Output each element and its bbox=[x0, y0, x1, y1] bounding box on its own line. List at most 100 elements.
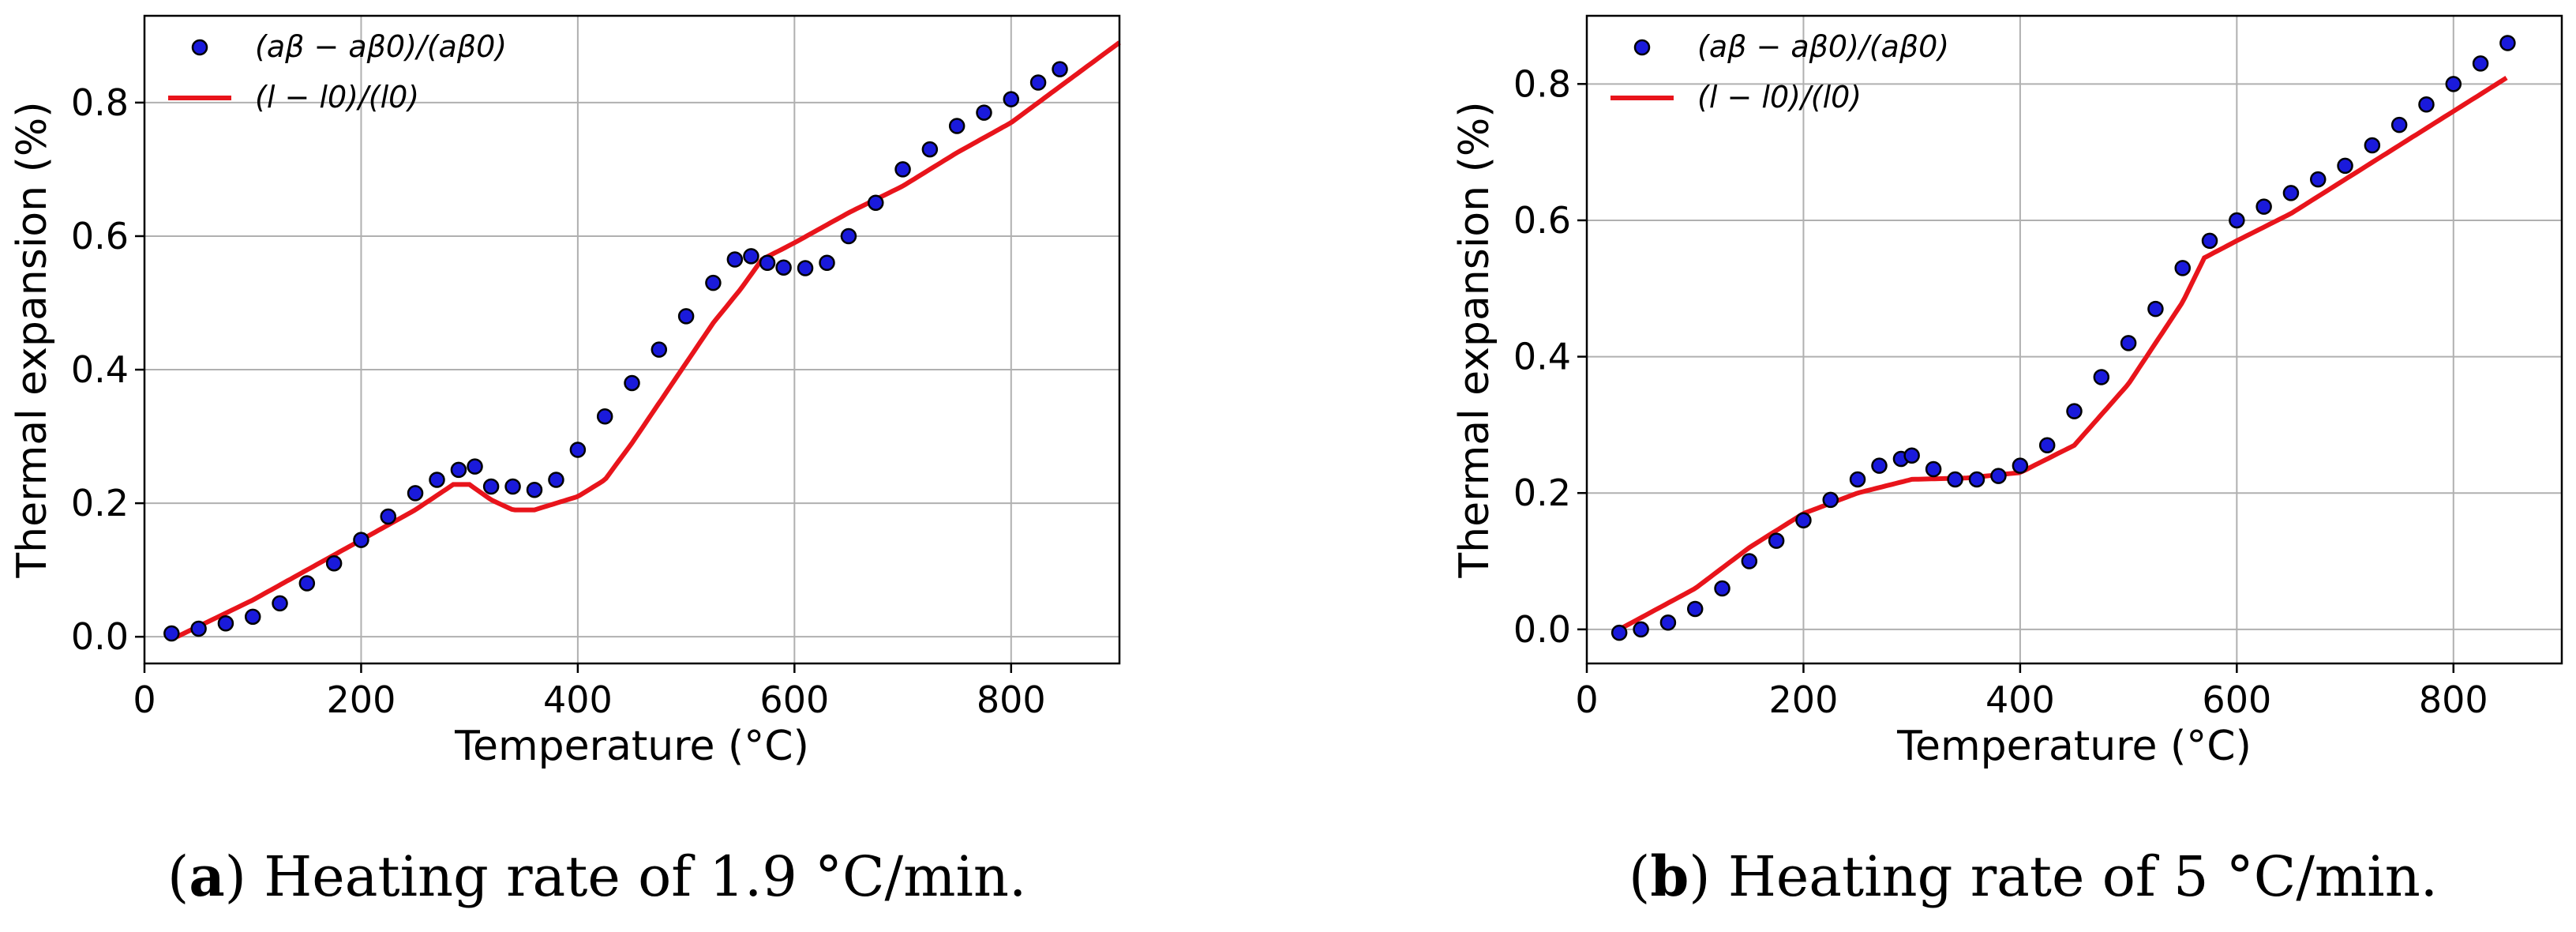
scatter-point bbox=[1990, 468, 2007, 484]
scatter-point bbox=[976, 104, 992, 121]
scatter-point bbox=[1768, 532, 1785, 549]
scatter-point bbox=[797, 260, 814, 276]
scatter-point bbox=[819, 254, 835, 272]
y-tick-label: 0.8 bbox=[71, 81, 129, 124]
scatter-point bbox=[1003, 91, 1020, 107]
scatter-point bbox=[569, 442, 587, 458]
legend-label-scatter: (aβ − aβ0)/(aβ0) bbox=[255, 29, 507, 64]
scatter-point bbox=[2390, 116, 2408, 133]
scatter-point bbox=[380, 508, 396, 525]
scatter-point bbox=[2201, 232, 2218, 250]
scatter-point bbox=[1633, 621, 1649, 638]
series-line-length-change bbox=[1618, 75, 2508, 632]
y-tick-label: 0.6 bbox=[1513, 199, 1571, 242]
scatter-point bbox=[2499, 35, 2516, 51]
scatter-point bbox=[759, 254, 776, 272]
scatter-point bbox=[1610, 624, 1628, 641]
scatter-point bbox=[429, 472, 445, 488]
scatter-point bbox=[353, 532, 369, 548]
legend-label-line: (l − l0)/(l0) bbox=[1697, 80, 1862, 115]
scatter-point bbox=[1925, 460, 1942, 478]
caption-b: (b) Heating rate of 5 °C/min. bbox=[1629, 844, 2439, 909]
legend-label-line: (l − l0)/(l0) bbox=[255, 80, 419, 115]
caption-a-letter: a bbox=[189, 844, 225, 909]
scatter-point bbox=[2282, 185, 2300, 201]
y-tick-label: 0.2 bbox=[71, 482, 129, 524]
scatter-point bbox=[775, 259, 792, 276]
scatter-point bbox=[894, 161, 911, 178]
scatter-point bbox=[921, 141, 939, 158]
scatter-point bbox=[743, 248, 759, 265]
scatter-point bbox=[467, 458, 483, 475]
scatter-point bbox=[948, 118, 966, 134]
y-tick-label: 0.2 bbox=[1513, 472, 1571, 514]
chart-panel-a: 0 200 400 600 800 0.0 0.2 0.4 0.6 0.8 Temperature … bbox=[9, 14, 1121, 770]
y-tick-label: 0.0 bbox=[71, 615, 129, 658]
scatter-point bbox=[2038, 437, 2056, 454]
scatter-point bbox=[2445, 76, 2462, 92]
x-tick-label: 200 bbox=[1769, 678, 1839, 721]
scatter-point bbox=[651, 341, 668, 358]
y-tick-label: 0.6 bbox=[71, 215, 129, 257]
y-tick-label: 0.0 bbox=[1513, 608, 1571, 651]
scatter-point bbox=[272, 595, 288, 612]
y-tick-label: 0.4 bbox=[71, 348, 129, 391]
caption-b-text: Heating rate of 5 °C/min. bbox=[1727, 844, 2439, 909]
scatter-point bbox=[1871, 457, 1888, 474]
scatter-point bbox=[325, 554, 343, 572]
scatter-point bbox=[1903, 447, 1920, 464]
caption-a: (a) Heating rate of 1.9 °C/min. bbox=[167, 844, 1027, 909]
x-tick-label: 200 bbox=[327, 678, 396, 721]
scatter-point bbox=[2255, 198, 2272, 215]
x-tick-label: 600 bbox=[2202, 678, 2271, 721]
scatter-point bbox=[298, 575, 316, 592]
legend-marker-scatter bbox=[1633, 39, 1651, 56]
plot-frame bbox=[143, 14, 1121, 665]
scatter-point bbox=[504, 478, 521, 495]
scatter-point bbox=[2310, 171, 2327, 188]
x-tick-label: 0 bbox=[1575, 678, 1598, 721]
scatter-point bbox=[244, 608, 261, 626]
scatter-point bbox=[2066, 403, 2083, 419]
y-axis-label: Thermal expansion (%) bbox=[9, 101, 56, 578]
scatter-point bbox=[840, 227, 857, 245]
scatter-point bbox=[407, 485, 424, 502]
scatter-point bbox=[1968, 471, 1985, 488]
scatter-point bbox=[1659, 614, 1677, 631]
scatter-point bbox=[677, 308, 695, 325]
plot-frame bbox=[1585, 14, 2563, 665]
scatter-point bbox=[217, 615, 234, 632]
scatter-point bbox=[450, 461, 467, 479]
x-tick-label: 600 bbox=[759, 678, 829, 721]
series-line-length-change bbox=[175, 40, 1121, 639]
legend-label-scatter: (aβ − aβ0)/(aβ0) bbox=[1697, 29, 1949, 64]
scatter-point bbox=[2012, 457, 2029, 474]
y-tick-label: 0.8 bbox=[1513, 62, 1571, 105]
x-tick-label: 800 bbox=[977, 678, 1046, 721]
scatter-point bbox=[1947, 471, 1963, 488]
x-axis-label: Temperature (°C) bbox=[1896, 723, 2252, 770]
scatter-point bbox=[2147, 300, 2164, 318]
x-tick-label: 400 bbox=[543, 678, 613, 721]
scatter-point bbox=[2120, 335, 2137, 351]
caption-b-letter: b bbox=[1650, 844, 1689, 909]
scatter-point bbox=[1849, 471, 1866, 488]
scatter-point bbox=[1741, 553, 1758, 569]
scatter-point bbox=[2093, 369, 2110, 385]
scatter-point bbox=[1795, 512, 1812, 528]
x-axis-label: Temperature (°C) bbox=[454, 723, 809, 770]
scatter-point bbox=[548, 472, 564, 488]
x-tick-label: 400 bbox=[1985, 678, 2055, 721]
scatter-point bbox=[1029, 74, 1047, 91]
scatter-point bbox=[482, 478, 500, 495]
x-tick-label: 800 bbox=[2419, 678, 2488, 721]
legend-marker-scatter bbox=[191, 39, 208, 56]
scatter-point bbox=[190, 620, 207, 637]
scatter-point bbox=[2174, 260, 2191, 276]
scatter-point bbox=[526, 481, 543, 498]
scatter-point bbox=[2364, 137, 2381, 154]
caption-a-text: Heating rate of 1.9 °C/min. bbox=[264, 844, 1027, 909]
scatter-point bbox=[868, 194, 884, 211]
scatter-point bbox=[1822, 491, 1839, 509]
